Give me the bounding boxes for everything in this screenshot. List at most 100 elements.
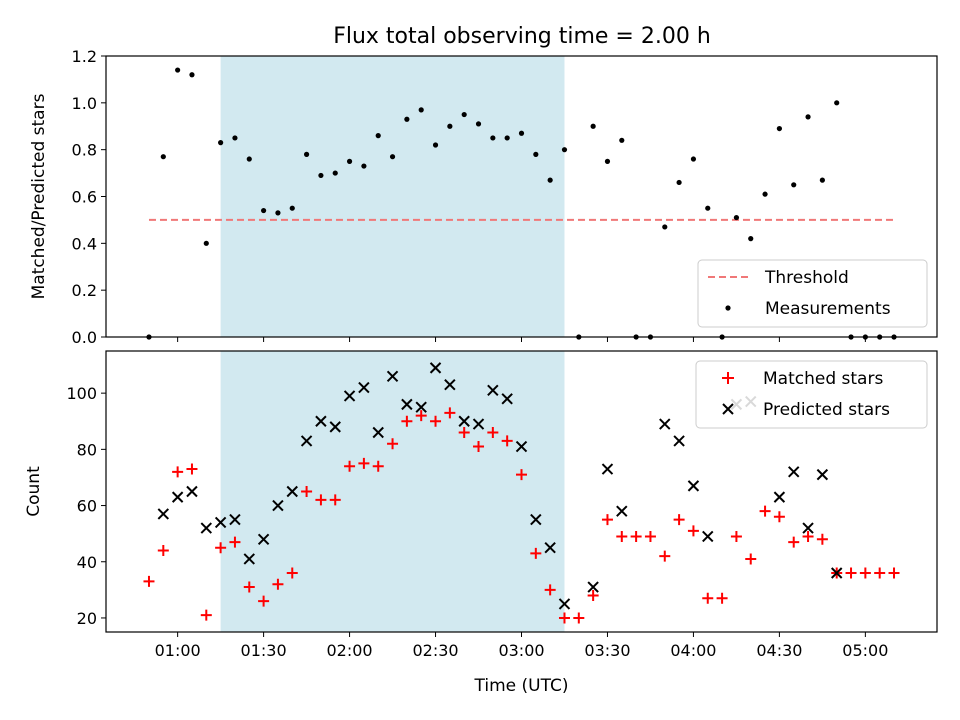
predicted-star-point (687, 480, 700, 492)
legend-threshold-label: Threshold (764, 268, 849, 288)
matched-star-point (501, 435, 513, 447)
predicted-star-point (458, 415, 470, 427)
top-y-axis-label: Matched/Predicted stars (29, 93, 49, 299)
x-tick-label: 04:30 (756, 641, 802, 660)
matched-star-point (874, 567, 886, 579)
matched-star-point (659, 550, 671, 562)
y-tick-label: 1.2 (72, 47, 97, 66)
matched-star-point (229, 536, 241, 548)
measurement-point (490, 135, 496, 141)
measurement-point (533, 151, 539, 157)
matched-star-point (444, 407, 456, 419)
measurement-point (346, 158, 353, 164)
measurement-point (189, 72, 195, 78)
predicted-star-point (171, 491, 184, 503)
y-tick-label: 0.8 (72, 141, 97, 160)
matched-star-point (215, 542, 227, 554)
predicted-star-point (673, 435, 685, 447)
measurement-point (303, 151, 310, 157)
measurement-point (819, 177, 825, 183)
top-shaded-interval (220, 56, 565, 337)
bottom-shaded-interval (220, 351, 565, 632)
predicted-star-point (401, 398, 413, 411)
predicted-star-point (286, 485, 298, 498)
measurement-point (261, 207, 267, 214)
x-axis-label: Time (UTC) (474, 676, 569, 696)
bottom-y-axis-label: Count (24, 466, 44, 517)
matched-star-point (601, 514, 613, 526)
top-legend: Threshold Measurements (697, 259, 928, 328)
matched-star-point (430, 415, 442, 427)
matched-star-point (845, 567, 857, 579)
matched-star-point (344, 460, 356, 472)
y-tick-label: 0.6 (72, 188, 97, 207)
legend-predicted-label: Predicted stars (763, 400, 890, 420)
measurement-point (404, 116, 410, 122)
predicted-star-point (415, 401, 427, 413)
measurement-point (389, 154, 396, 160)
matched-star-point (530, 547, 542, 559)
matched-star-point (573, 612, 585, 624)
bottom-legend-box (695, 360, 928, 429)
matched-star-point (372, 460, 384, 472)
measurement-point (561, 147, 568, 153)
matched-star-point (487, 426, 499, 438)
matched-star-point (673, 514, 685, 526)
predicted-star-point (773, 491, 786, 503)
matched-star-point (802, 530, 814, 542)
matched-star-point (172, 466, 184, 478)
bottom-panel: 20 40 60 80 100 01:00 01:30 02:00 02:30 03:00 03:… (24, 350, 938, 696)
matched-star-point (258, 595, 270, 607)
x-tick-label: 04:00 (670, 641, 716, 660)
legend-matched-label: Matched stars (763, 369, 883, 389)
matched-star-point (859, 567, 871, 579)
top-legend-box (697, 259, 928, 328)
matched-star-point (157, 545, 169, 557)
matched-star-point (773, 511, 785, 523)
predicted-star-point (788, 466, 800, 478)
x-tick-label: 02:00 (327, 641, 373, 660)
measurement-point (762, 191, 768, 197)
measurement-point (776, 125, 782, 132)
measurement-point (834, 100, 840, 106)
matched-star-point (358, 457, 370, 469)
bottom-legend: Matched stars Predicted stars (695, 360, 928, 429)
predicted-star-point (358, 381, 370, 394)
predicted-star-point (243, 553, 255, 565)
legend-measurements-swatch (725, 305, 731, 311)
measurement-point (676, 179, 682, 186)
measurement-point (662, 224, 668, 230)
matched-star-point (200, 609, 212, 621)
predicted-star-point (587, 581, 599, 593)
measurement-point (461, 111, 467, 118)
matched-star-point (587, 589, 599, 601)
measurement-point (203, 240, 209, 246)
measurement-point (619, 137, 625, 143)
chart-title: Flux total observing time = 2.00 h (333, 24, 711, 49)
measurement-point (447, 123, 453, 129)
measurement-point (791, 182, 797, 188)
measurement-point (690, 156, 697, 162)
matched-star-point (286, 567, 298, 579)
predicted-star-point (515, 440, 528, 453)
predicted-star-point (830, 567, 843, 579)
measurement-point (748, 236, 754, 242)
matched-star-point (243, 581, 255, 593)
measurement-point (332, 170, 338, 176)
predicted-star-point (372, 426, 384, 439)
measurement-point (275, 210, 281, 216)
matched-star-point (558, 612, 570, 624)
predicted-star-point (300, 435, 313, 447)
matched-star-point (745, 553, 757, 565)
matched-star-point (401, 415, 413, 427)
matched-star-point (687, 525, 699, 537)
y-tick-label: 0.0 (72, 328, 97, 347)
predicted-star-point (487, 384, 499, 397)
y-tick-label: 80 (77, 440, 97, 459)
predicted-star-point (616, 505, 628, 517)
measurement-point (246, 156, 252, 162)
measurement-point (175, 67, 181, 73)
predicted-star-point (329, 421, 341, 433)
measurement-point (705, 205, 711, 211)
